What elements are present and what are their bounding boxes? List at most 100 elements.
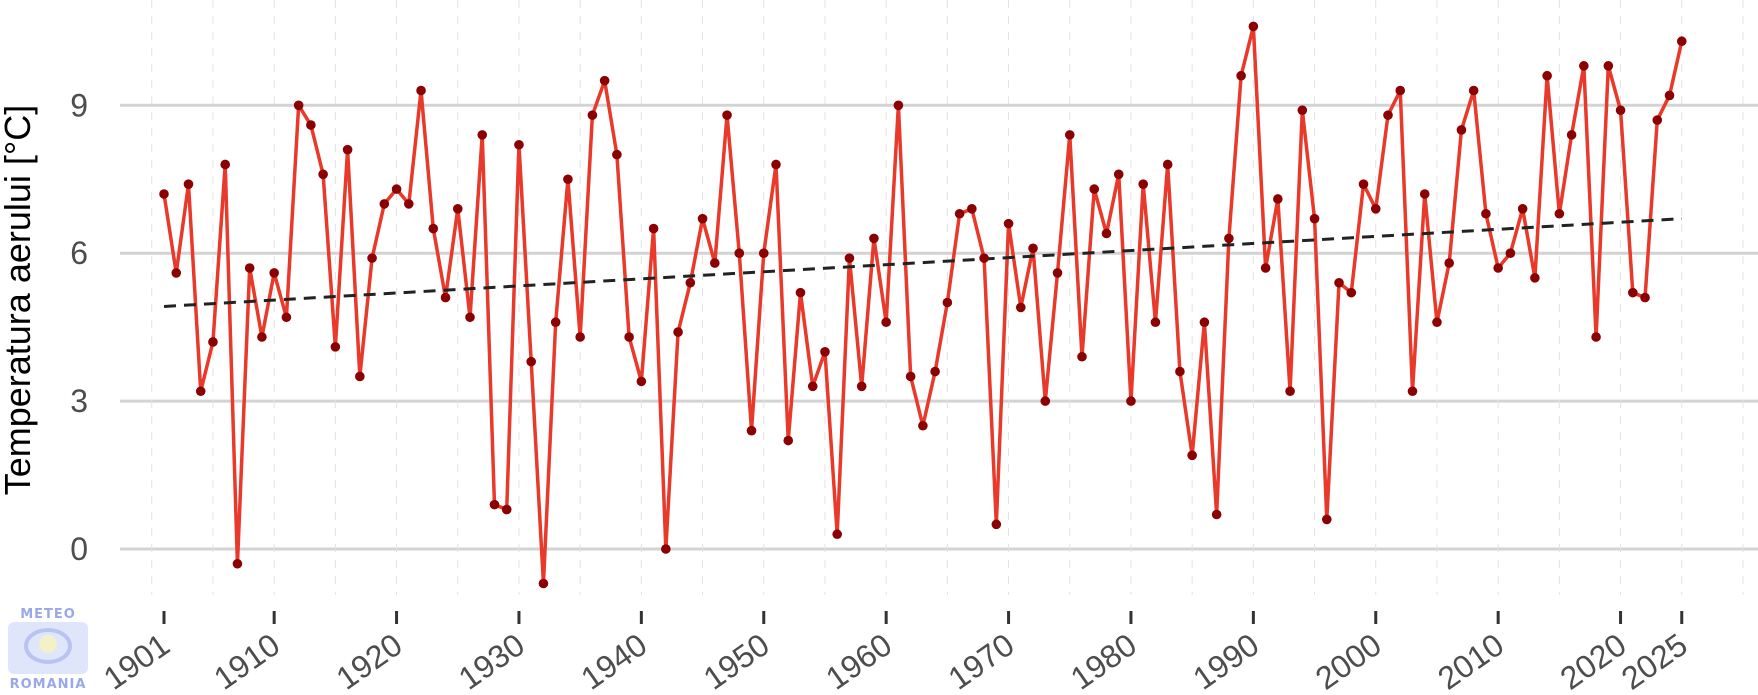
data-point <box>1542 70 1552 81</box>
data-point <box>661 544 671 554</box>
data-point <box>1260 263 1271 273</box>
data-point <box>1481 208 1491 219</box>
data-point <box>1370 204 1381 214</box>
data-point <box>538 578 549 589</box>
data-point <box>501 504 512 515</box>
trend-line <box>163 217 1682 308</box>
y-axis-title: Temperatura aerului [°C] <box>0 105 38 496</box>
data-point <box>257 332 267 342</box>
data-point <box>832 529 842 540</box>
data-point <box>1456 125 1467 135</box>
x-tick-label: 1930 <box>452 626 531 695</box>
data-point <box>563 174 573 185</box>
data-point <box>1334 277 1344 288</box>
data-point <box>1530 273 1540 283</box>
x-tick-label: 1901 <box>97 626 176 695</box>
data-point <box>1126 396 1136 406</box>
data-point <box>1211 509 1222 520</box>
data-point <box>477 130 488 140</box>
data-point <box>869 233 879 244</box>
data-point <box>844 253 855 263</box>
data-point <box>404 199 414 209</box>
data-point <box>1505 248 1516 258</box>
data-point <box>1273 194 1283 204</box>
data-point <box>1664 90 1675 101</box>
x-tick-label: 1960 <box>819 626 898 695</box>
data-point <box>942 297 953 308</box>
data-point <box>1224 233 1234 244</box>
data-point <box>1236 70 1246 81</box>
x-tick-label: 1940 <box>574 626 653 695</box>
logo-emblem-ring <box>24 628 72 664</box>
y-axis-labels: 0 3 6 9 <box>70 87 88 567</box>
y-tick-label: 9 <box>70 87 88 123</box>
data-point <box>208 337 218 347</box>
data-point <box>1162 159 1173 170</box>
data-point <box>1016 302 1026 313</box>
data-point <box>318 169 328 180</box>
data-point <box>1187 450 1197 461</box>
logo-emblem-sun <box>39 635 57 653</box>
data-point <box>905 371 916 382</box>
data-point <box>379 199 390 209</box>
data-point <box>1468 85 1479 96</box>
data-point <box>1297 105 1308 116</box>
data-point <box>526 356 536 367</box>
meteo-romania-logo: METEO ROMANIA <box>8 607 88 692</box>
logo-text-top: METEO <box>20 607 76 622</box>
x-tick-label: 2000 <box>1309 626 1388 695</box>
x-tick-label: 1920 <box>330 626 409 695</box>
data-point <box>636 376 647 387</box>
data-point <box>1138 179 1148 189</box>
data-point <box>1199 317 1210 328</box>
data-point <box>342 144 353 155</box>
x-axis-labels: 1901 1910 1920 1930 1940 1950 1960 1970 1980 1990… <box>97 626 1694 695</box>
temperature-line <box>162 24 1684 586</box>
data-point <box>795 287 806 298</box>
data-point <box>1040 396 1051 406</box>
data-point <box>489 499 500 510</box>
data-point <box>1101 228 1112 239</box>
data-point <box>991 519 1002 530</box>
data-point <box>1615 105 1626 116</box>
data-point <box>1676 36 1687 47</box>
data-point <box>1493 263 1503 273</box>
data-point <box>1285 386 1295 397</box>
logo-text-bottom: ROMANIA <box>10 677 87 692</box>
data-point <box>599 75 610 86</box>
data-point <box>440 292 451 303</box>
data-point <box>306 120 316 130</box>
data-point <box>807 381 818 392</box>
data-point <box>685 277 696 288</box>
data-point <box>1322 514 1332 525</box>
data-point <box>710 258 720 268</box>
x-tick-label: 1950 <box>697 626 776 695</box>
x-axis-ticks <box>162 611 1684 624</box>
data-point <box>612 149 622 160</box>
x-tick-label: 1990 <box>1186 626 1265 695</box>
data-point <box>697 213 708 224</box>
data-point <box>367 253 377 263</box>
data-point <box>1028 243 1038 254</box>
x-tick-label: 1980 <box>1064 626 1143 695</box>
data-point <box>1150 317 1161 328</box>
data-point <box>1383 110 1393 120</box>
data-point <box>893 100 904 111</box>
data-point <box>220 159 230 170</box>
data-point <box>1407 386 1418 397</box>
data-point <box>575 332 585 342</box>
data-point <box>1566 130 1577 140</box>
data-point <box>1579 61 1589 71</box>
data-point <box>820 347 830 357</box>
y-tick-label: 0 <box>70 531 88 567</box>
data-point <box>428 223 439 234</box>
y-gridlines <box>120 103 1758 551</box>
data-point <box>1064 130 1075 140</box>
data-point <box>1346 287 1357 298</box>
data-point <box>1603 61 1614 71</box>
data-point <box>293 100 304 111</box>
data-point <box>1395 85 1406 96</box>
data-point <box>783 435 794 446</box>
x-gridlines <box>151 0 1744 595</box>
data-point <box>1077 351 1087 362</box>
